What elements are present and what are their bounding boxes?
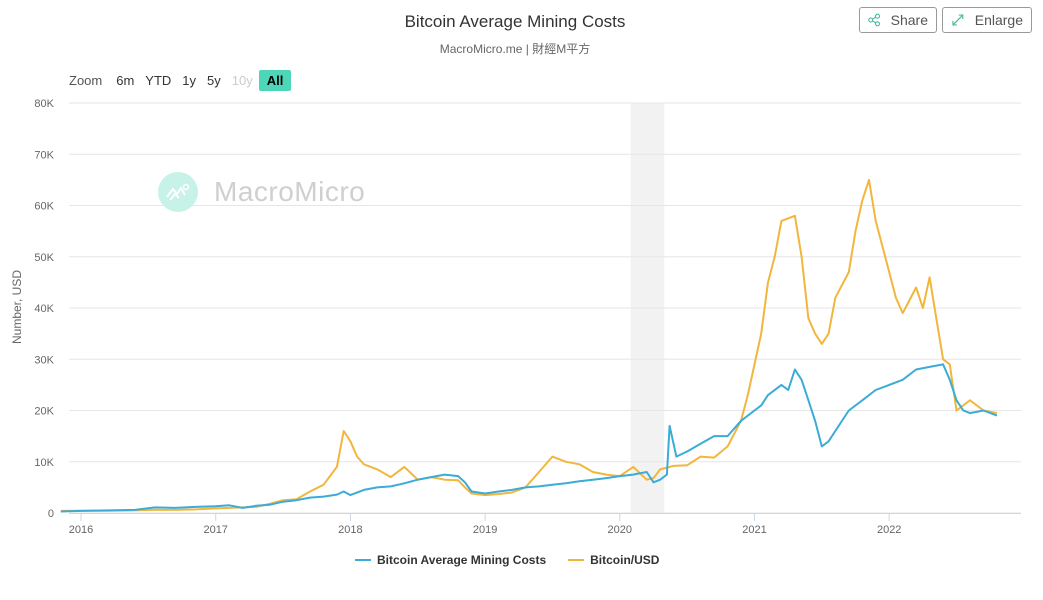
macromicro-logo-icon (158, 172, 198, 212)
y-tick-label: 60K (34, 201, 54, 213)
x-tick-label: 2018 (338, 524, 362, 536)
y-tick-label: 20K (34, 406, 54, 418)
chart-title: Bitcoin Average Mining Costs (404, 12, 626, 31)
y-tick-label: 80K (34, 98, 54, 110)
x-tick-label: 2022 (877, 524, 901, 536)
expand-icon (952, 14, 964, 26)
legend-label-mining-cost: Bitcoin Average Mining Costs (377, 553, 547, 567)
share-label: Share (890, 12, 928, 28)
x-tick-label: 2017 (203, 524, 227, 536)
legend-label-btc-usd: Bitcoin/USD (590, 553, 660, 567)
range-button-1y[interactable]: 1y (182, 73, 197, 88)
enlarge-label: Enlarge (974, 12, 1023, 28)
y-tick-label: 50K (34, 252, 54, 264)
legend-swatch-btc-usd (568, 559, 585, 561)
legend: Bitcoin Average Mining Costs Bitcoin/USD (355, 553, 681, 567)
y-tick-label: 40K (34, 303, 54, 315)
range-button-ytd[interactable]: YTD (145, 73, 172, 88)
legend-item-mining-cost[interactable]: Bitcoin Average Mining Costs (355, 553, 546, 567)
grid-layer (69, 102, 1021, 514)
chart-subtitle: MacroMicro.me | 財經M平方 (439, 42, 591, 56)
range-button-10y: 10y (231, 73, 253, 88)
legend-swatch-mining-cost (355, 559, 371, 561)
range-button-6m[interactable]: 6m (116, 73, 135, 88)
share-button[interactable]: Share (859, 7, 937, 33)
watermark: MacroMicro (158, 172, 365, 212)
series-layer (60, 178, 998, 513)
y-tick-label: 30K (34, 354, 54, 366)
range-button-5y[interactable]: 5y (207, 73, 221, 88)
range-selector: Zoom 6m YTD 1y 5y 10y All (69, 70, 292, 91)
legend-item-btc-usd[interactable]: Bitcoin/USD (568, 553, 659, 567)
y-tick-label: 10K (34, 457, 54, 469)
x-tick-label: 2019 (473, 524, 497, 536)
y-tick-label: 70K (34, 149, 54, 161)
x-tick-label: 2020 (608, 524, 632, 536)
x-tick-label: 2021 (742, 524, 766, 536)
range-button-all[interactable]: All (258, 70, 292, 91)
axis-layer: 0 10K 20K 30K 40K 50K 60K 70K 80K 2016 2017 2018 201… (34, 98, 1021, 536)
zoom-label: Zoom (69, 73, 103, 88)
share-icon (868, 13, 881, 27)
x-tick-label: 2016 (69, 524, 93, 536)
series-line-mining-cost (60, 363, 998, 513)
enlarge-button[interactable]: Enlarge (942, 7, 1032, 33)
y-tick-label: 0 (48, 508, 54, 520)
watermark-text: MacroMicro (214, 176, 366, 207)
